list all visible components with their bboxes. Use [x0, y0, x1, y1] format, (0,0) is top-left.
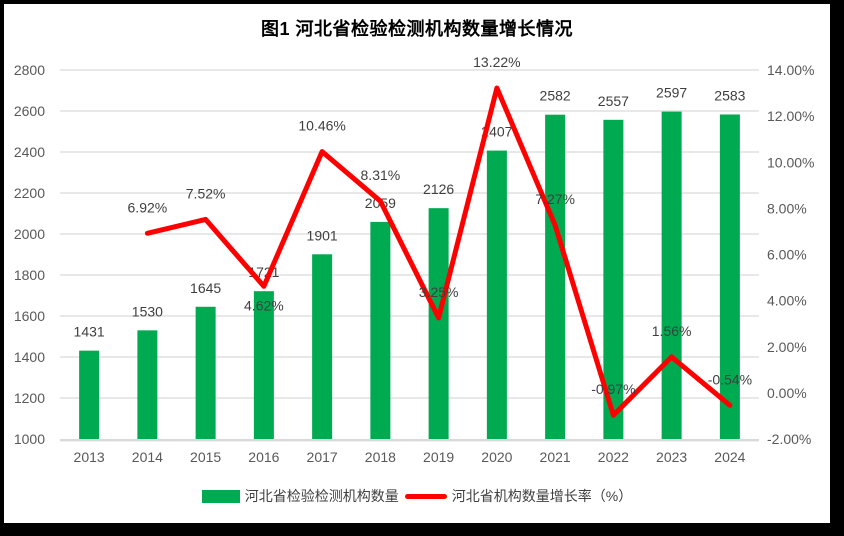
bar-2020 [486, 150, 507, 439]
bar-series-label: 河北省检验检测机构数量 [244, 488, 399, 504]
line-series-swatch-icon [404, 493, 447, 499]
chart-legend: 河北省检验检测机构数量 河北省机构数量增长率（%） [4, 486, 830, 506]
line-value-label: 3.25% [419, 284, 459, 300]
x-axis-label: 2020 [481, 449, 512, 465]
x-axis-label: 2017 [307, 449, 338, 465]
x-axis-label: 2022 [598, 449, 629, 465]
bar-2016 [253, 291, 274, 439]
bar-value-label: 1431 [74, 324, 105, 340]
line-value-label: -0.97% [591, 381, 635, 397]
bar-value-label: 1530 [132, 303, 163, 319]
bar-2013 [79, 350, 100, 439]
bar-2018 [370, 221, 391, 439]
legend-item-bar-series: 河北省检验检测机构数量 [201, 486, 399, 506]
left-axis-tick: 2600 [14, 103, 45, 119]
right-axis-tick: -2.00% [767, 431, 811, 447]
bar-2023 [661, 111, 682, 440]
bar-value-label: 2597 [656, 85, 687, 101]
right-axis-tick: 12.00% [767, 108, 814, 124]
x-axis-label: 2018 [365, 449, 396, 465]
bar-2024 [719, 114, 740, 440]
bar-2019 [428, 208, 449, 439]
line-value-label: 7.27% [535, 191, 575, 207]
bar-value-label: 2582 [540, 88, 571, 104]
bar-2015 [195, 306, 216, 439]
line-value-label: 13.22% [473, 54, 520, 70]
left-axis-tick: 2400 [14, 144, 45, 160]
bar-2021 [545, 114, 566, 439]
bar-value-label: 2583 [714, 87, 745, 103]
chart-title: 图1 河北省检验检测机构数量增长情况 [260, 19, 573, 39]
line-value-label: 1.56% [652, 323, 692, 339]
left-axis-tick: 1600 [14, 308, 45, 324]
bar-value-label: 1645 [190, 280, 221, 296]
bar-value-label: 2126 [423, 181, 454, 197]
right-axis-tick: 4.00% [767, 293, 807, 309]
x-axis-label: 2019 [423, 449, 454, 465]
x-axis-label: 2021 [540, 449, 571, 465]
line-series-label: 河北省机构数量增长率（%） [451, 488, 633, 504]
x-axis-label: 2013 [74, 449, 105, 465]
plot-svg: 2800 2600 2400 2200 2000 1800 1600 1400 1200 1000… [14, 54, 815, 465]
right-axis-tick: 6.00% [767, 247, 807, 263]
right-axis-tick: 2.00% [767, 339, 807, 355]
left-axis-tick: 1800 [14, 267, 45, 283]
bar-series-swatch-icon [201, 489, 240, 503]
right-axis-tick: 8.00% [767, 200, 807, 216]
right-axis-tick: 14.00% [767, 62, 814, 78]
left-axis-tick: 2000 [14, 226, 45, 242]
bar-2014 [137, 330, 158, 439]
x-axis-label: 2016 [248, 449, 279, 465]
bar-2022 [603, 119, 624, 439]
chart-card: 图1 河北省检验检测机构数量增长情况 2800 2600 2400 2200 2000 1… [4, 4, 830, 523]
bar-value-label: 1901 [307, 227, 338, 243]
right-axis-tick: 10.00% [767, 154, 814, 170]
x-axis-label: 2014 [132, 449, 163, 465]
x-axis-label: 2024 [714, 449, 745, 465]
bar-2017 [312, 254, 333, 439]
line-value-label: 4.62% [244, 297, 284, 313]
left-axis-tick: 2200 [14, 185, 45, 201]
x-axis-label: 2015 [190, 449, 221, 465]
x-axis-label: 2023 [656, 449, 687, 465]
line-value-label: -0.54% [708, 371, 752, 387]
right-axis-tick: 0.00% [767, 385, 807, 401]
legend-item-line-series: 河北省机构数量增长率（%） [404, 486, 633, 506]
line-value-label: 6.92% [128, 199, 168, 215]
line-value-label: 10.46% [298, 118, 345, 134]
left-axis-tick: 1000 [14, 431, 45, 447]
left-axis-tick: 2800 [14, 62, 45, 78]
growth-rate-line [144, 85, 733, 418]
left-axis-tick: 1200 [14, 390, 45, 406]
bar-value-label: 2557 [598, 93, 629, 109]
line-value-label: 7.52% [186, 185, 226, 201]
line-value-label: 8.31% [361, 167, 401, 183]
left-axis-tick: 1400 [14, 349, 45, 365]
